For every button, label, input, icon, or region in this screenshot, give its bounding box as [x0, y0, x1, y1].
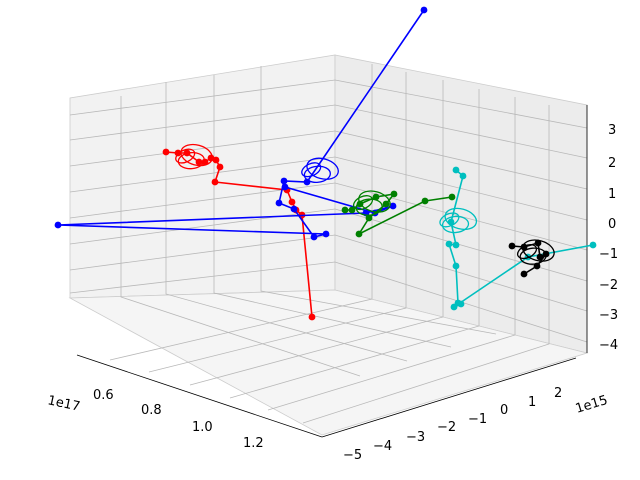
data-point — [183, 149, 191, 157]
y-tick-label: 2 — [554, 386, 562, 401]
data-point — [459, 172, 467, 180]
data-point — [450, 303, 458, 311]
data-point — [162, 148, 170, 156]
x-tick-label: 0.8 — [141, 403, 162, 418]
series-3 — [439, 166, 597, 311]
data-point — [534, 239, 542, 247]
series-2 — [341, 190, 456, 238]
data-point — [452, 241, 460, 249]
data-point — [212, 156, 220, 164]
y-tick-label: 0 — [500, 403, 508, 418]
series-layer — [54, 6, 597, 321]
data-point — [308, 313, 316, 321]
data-point — [452, 262, 460, 270]
z-tick-label: 3 — [608, 123, 616, 138]
data-point — [211, 178, 219, 186]
z-tick-label: 1 — [608, 187, 616, 202]
data-point — [447, 218, 455, 226]
data-point — [290, 205, 298, 213]
y-offset-label: 1e15 — [574, 393, 610, 417]
data-point — [322, 230, 330, 238]
data-point — [310, 233, 318, 241]
data-point — [589, 241, 597, 249]
y-tick-label: −3 — [406, 430, 425, 445]
series-loop — [358, 190, 391, 213]
series-loop — [306, 157, 339, 180]
z-tick-label: 0 — [608, 217, 616, 232]
series-4 — [508, 239, 555, 278]
data-point — [508, 242, 516, 250]
data-point — [457, 300, 465, 308]
data-point — [195, 158, 203, 166]
x-offset-label: 1e17 — [46, 393, 81, 414]
x-tick-label: 1.2 — [243, 436, 264, 451]
z-tick-label: −3 — [599, 308, 618, 323]
data-point — [174, 149, 182, 157]
data-point — [365, 214, 373, 222]
data-point — [448, 193, 456, 201]
data-point — [533, 262, 541, 270]
data-point — [280, 177, 288, 185]
z-tick-label: 2 — [608, 156, 616, 171]
data-point — [542, 250, 550, 258]
data-point — [421, 197, 429, 205]
data-point — [348, 206, 356, 214]
data-point — [54, 221, 62, 229]
data-point — [536, 253, 544, 261]
x-tick-label: 0.6 — [93, 388, 114, 403]
z-tick-label: −4 — [599, 338, 618, 353]
data-point — [355, 230, 363, 238]
data-point — [372, 193, 380, 201]
back-pane-left — [69, 54, 336, 299]
axis-lines — [76, 105, 588, 438]
z-tick-label: −2 — [599, 278, 618, 293]
data-point — [520, 243, 528, 251]
data-point — [382, 200, 390, 208]
data-point — [520, 270, 528, 278]
z-tick-label: −1 — [599, 247, 618, 262]
series-loop — [441, 215, 470, 234]
data-point — [281, 183, 289, 191]
data-point — [216, 163, 224, 171]
data-point — [445, 240, 453, 248]
y-tick-label: −1 — [468, 412, 487, 427]
data-point — [275, 199, 283, 207]
grid-lines — [69, 64, 588, 424]
data-point — [420, 6, 428, 14]
series-loop — [444, 207, 478, 231]
data-point — [452, 166, 460, 174]
data-point — [341, 206, 349, 214]
y-tick-label: −4 — [373, 439, 392, 454]
data-point — [201, 158, 209, 166]
x-tick-label: 1.0 — [192, 420, 213, 435]
y-tick-label: −2 — [437, 420, 456, 435]
data-point — [390, 190, 398, 198]
y-tick-label: 1 — [528, 395, 536, 410]
data-point — [356, 200, 364, 208]
y-tick-label: −5 — [343, 448, 362, 463]
data-point — [389, 202, 397, 210]
data-point — [303, 178, 311, 186]
series-loop — [303, 165, 331, 184]
data-point — [288, 198, 296, 206]
